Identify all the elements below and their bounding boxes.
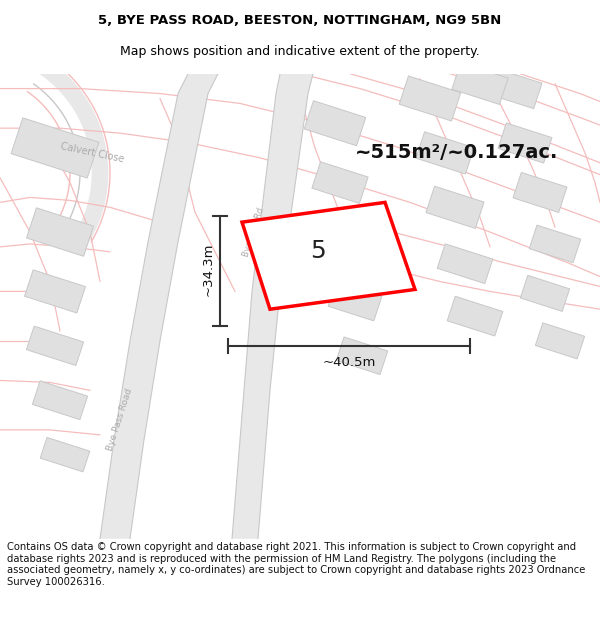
Polygon shape (529, 225, 581, 262)
Polygon shape (452, 63, 508, 104)
Polygon shape (498, 123, 552, 163)
Polygon shape (399, 76, 461, 121)
Polygon shape (26, 208, 94, 256)
Text: ~40.5m: ~40.5m (322, 356, 376, 369)
Text: 5, BYE PASS ROAD, BEESTON, NOTTINGHAM, NG9 5BN: 5, BYE PASS ROAD, BEESTON, NOTTINGHAM, N… (98, 14, 502, 27)
Polygon shape (336, 337, 388, 374)
Polygon shape (426, 186, 484, 228)
Text: ~34.3m: ~34.3m (202, 242, 215, 296)
Polygon shape (26, 326, 83, 366)
Polygon shape (328, 282, 382, 321)
Polygon shape (513, 173, 567, 213)
Polygon shape (11, 118, 99, 178)
Text: Bye Pass Road: Bye Pass Road (106, 388, 134, 452)
Polygon shape (447, 296, 503, 336)
Polygon shape (40, 438, 90, 472)
Polygon shape (100, 74, 218, 539)
Polygon shape (322, 221, 378, 262)
Polygon shape (520, 276, 569, 311)
Polygon shape (25, 270, 85, 313)
Polygon shape (242, 202, 415, 309)
Text: Map shows position and indicative extent of the property.: Map shows position and indicative extent… (120, 45, 480, 58)
Polygon shape (416, 132, 474, 174)
Text: Contains OS data © Crown copyright and database right 2021. This information is : Contains OS data © Crown copyright and d… (7, 542, 586, 587)
Polygon shape (535, 323, 584, 359)
Text: Calvert Close: Calvert Close (60, 141, 125, 164)
Polygon shape (304, 101, 366, 146)
Text: Bye Pass Rd: Bye Pass Rd (242, 206, 266, 258)
Polygon shape (32, 381, 88, 419)
Polygon shape (488, 69, 542, 109)
Text: 5: 5 (310, 239, 326, 263)
Polygon shape (312, 162, 368, 203)
Polygon shape (232, 74, 313, 539)
Text: ~515m²/~0.127ac.: ~515m²/~0.127ac. (355, 143, 559, 162)
Polygon shape (437, 244, 493, 284)
